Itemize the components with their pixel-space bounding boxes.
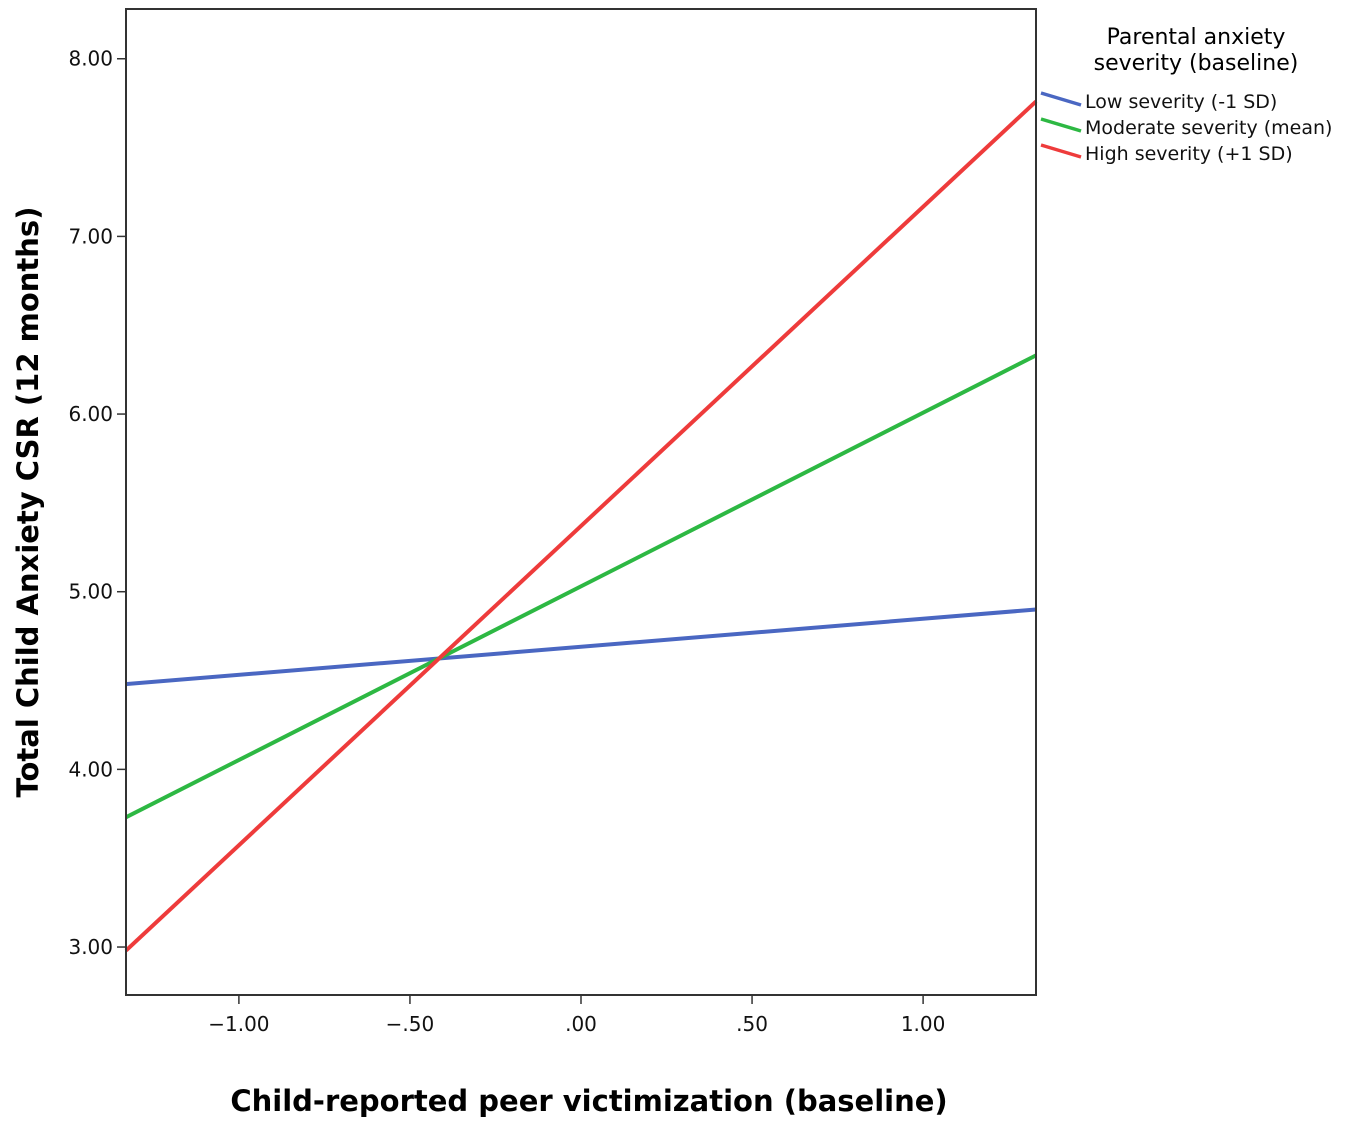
series-layer (124, 99, 1038, 953)
x-tick-label-0: −1.00 (208, 1012, 269, 1036)
y-tick-label-2: 5.00 (68, 580, 113, 604)
y-tick-label-4: 7.00 (68, 224, 113, 248)
plot-frame (125, 8, 1037, 996)
series-line-1 (125, 353, 1037, 820)
y-tick-label-3: 6.00 (68, 402, 113, 426)
y-tick-label-5: 8.00 (68, 47, 113, 71)
legend-items: Low severity (-1 SD) Moderate severity (m… (1040, 91, 1332, 165)
x-tick-label-2: .00 (565, 1012, 597, 1036)
legend-label-1: Moderate severity (mean) (1085, 117, 1332, 139)
legend-label-2: High severity (+1 SD) (1085, 143, 1293, 165)
x-tick-label-3: .50 (736, 1012, 768, 1036)
legend-title-line-1: Parental anxiety (1107, 25, 1286, 50)
legend: Parental anxiety severity (baseline) Low… (1040, 25, 1332, 165)
x-axis: −1.00 −.50 .00 .50 1.00 (208, 995, 945, 1036)
series-line-0 (125, 607, 1037, 687)
y-tick-label-1: 4.00 (68, 757, 113, 781)
y-tick-label-0: 3.00 (68, 935, 113, 959)
x-tick-label-1: −.50 (386, 1012, 435, 1036)
legend-swatch-1 (1040, 117, 1082, 133)
x-axis-title: Child-reported peer victimization (basel… (230, 1084, 947, 1118)
legend-swatch-2 (1040, 143, 1082, 159)
y-axis-title: Total Child Anxiety CSR (12 months) (11, 207, 45, 798)
legend-label-0: Low severity (-1 SD) (1085, 91, 1277, 113)
legend-title-line-2: severity (baseline) (1094, 51, 1299, 76)
series-line-2 (124, 99, 1038, 953)
legend-swatch-0 (1040, 91, 1082, 107)
y-axis: 3.00 4.00 5.00 6.00 7.00 8.00 (68, 47, 126, 959)
x-tick-label-4: 1.00 (901, 1012, 946, 1036)
